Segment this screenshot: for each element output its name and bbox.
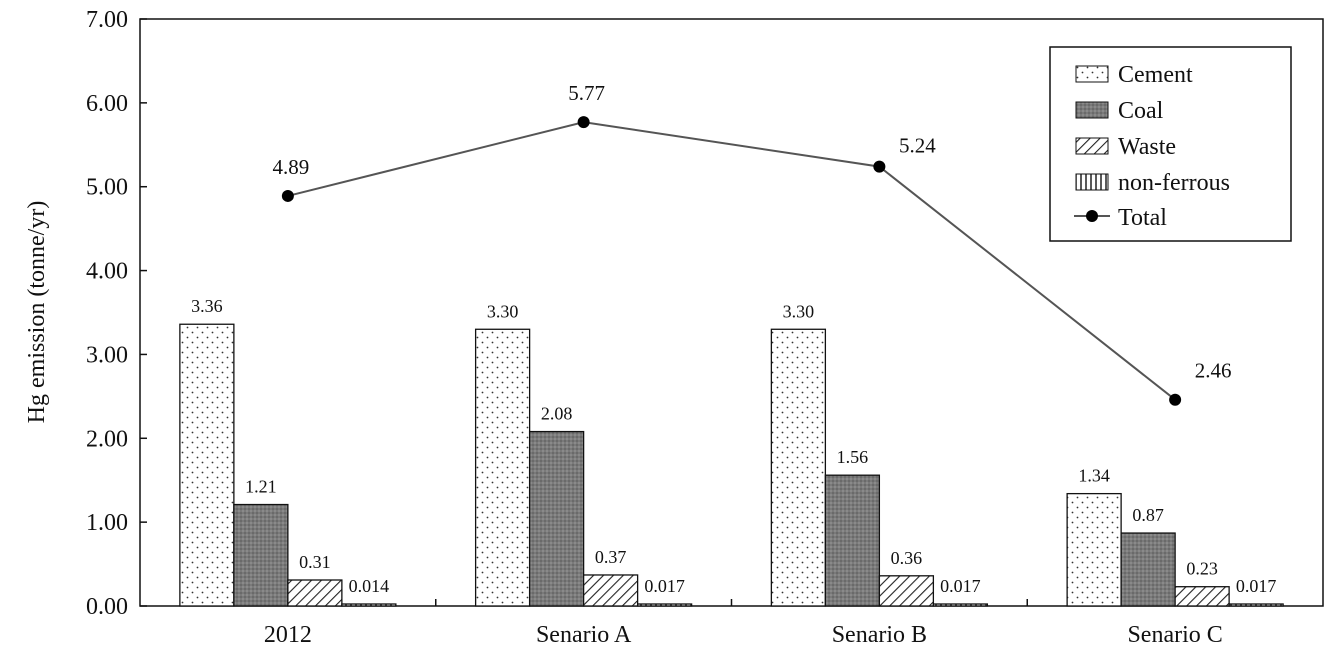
total-point-marker — [281, 189, 294, 202]
bar-non-ferrous — [636, 603, 693, 607]
bar-value-label: 1.34 — [1078, 466, 1110, 486]
y-tick-label: 6.00 — [86, 91, 128, 117]
bar-value-label: 0.017 — [644, 576, 685, 596]
y-axis: 0.00 1.00 2.00 3.00 4.00 5.00 6.00 7.00 — [86, 7, 147, 620]
x-category-label: Senario C — [1127, 622, 1222, 648]
total-value-label: 2.46 — [1195, 359, 1232, 383]
bar-value-label: 3.36 — [191, 296, 223, 316]
bar-non-ferrous — [932, 603, 989, 607]
bar-value-label: 0.014 — [349, 576, 390, 596]
total-line-group: 4.89 5.77 5.24 2.46 — [273, 81, 1232, 406]
bar-non-ferrous — [1228, 603, 1284, 607]
total-value-label: 4.89 — [273, 155, 310, 179]
bar-value-label: 0.017 — [940, 576, 981, 596]
bar-non-ferrous — [341, 603, 397, 607]
legend-swatch-non-ferrous — [1075, 173, 1109, 191]
legend-label-cement: Cement — [1118, 62, 1193, 88]
legend-label-waste: Waste — [1118, 134, 1176, 160]
y-tick-label: 4.00 — [86, 259, 128, 285]
bar-coal — [528, 430, 585, 607]
y-axis-title: Hg emission (tonne/yr) — [24, 201, 50, 424]
legend-swatch-total-marker — [1086, 210, 1098, 222]
bar-value-label: 1.21 — [245, 477, 277, 497]
legend-label-non-ferrous: non-ferrous — [1118, 170, 1230, 196]
x-axis: 2012 Senario A Senario B Senario C — [264, 599, 1223, 648]
bar-cement — [474, 328, 531, 607]
x-category-label: 2012 — [264, 622, 312, 648]
bar-cement — [770, 328, 827, 607]
legend-swatch-coal — [1075, 101, 1109, 119]
total-series-line — [287, 121, 1176, 401]
bar-waste — [582, 574, 639, 607]
bar-value-label: 3.30 — [487, 301, 519, 321]
total-point-marker — [577, 116, 590, 129]
bar-series-group: 3.36 1.21 0.31 0.014 3.30 2.08 0.37 0.017 3.30 1.… — [179, 296, 1284, 607]
bar-value-label: 3.30 — [783, 301, 815, 321]
bar-value-label: 0.37 — [595, 547, 627, 567]
bar-coal — [824, 474, 881, 607]
bar-value-label: 0.23 — [1186, 559, 1218, 579]
total-value-label: 5.77 — [568, 81, 605, 105]
bar-value-label: 0.87 — [1132, 505, 1164, 525]
bar-waste — [878, 575, 935, 607]
legend-label-total: Total — [1118, 205, 1167, 231]
bar-waste — [1174, 586, 1230, 607]
bar-value-label: 1.56 — [837, 447, 869, 467]
legend: Cement Coal Waste non-ferrous Total — [1049, 46, 1292, 242]
y-tick-label: 5.00 — [86, 175, 128, 201]
y-tick-label: 0.00 — [86, 594, 128, 620]
bar-cement — [1066, 492, 1122, 607]
bar-value-label: 2.08 — [541, 404, 573, 424]
y-tick-label: 1.00 — [86, 510, 128, 536]
legend-swatch-cement — [1075, 65, 1109, 83]
legend-swatch-waste — [1075, 137, 1109, 155]
bar-coal — [233, 503, 289, 607]
total-point-marker — [873, 160, 886, 173]
legend-label-coal: Coal — [1118, 98, 1164, 124]
y-tick-label: 7.00 — [86, 7, 128, 33]
x-category-label: Senario B — [832, 622, 927, 648]
bar-waste — [287, 579, 343, 607]
total-point-marker — [1169, 393, 1182, 406]
bar-value-label: 0.36 — [891, 548, 923, 568]
bar-value-label: 0.017 — [1236, 576, 1277, 596]
bar-coal — [1120, 532, 1176, 607]
bar-value-label: 0.31 — [299, 552, 331, 572]
x-category-label: Senario A — [536, 622, 632, 648]
y-tick-label: 3.00 — [86, 342, 128, 368]
y-tick-label: 2.00 — [86, 426, 128, 452]
bar-cement — [179, 323, 235, 607]
total-value-label: 5.24 — [899, 134, 936, 158]
